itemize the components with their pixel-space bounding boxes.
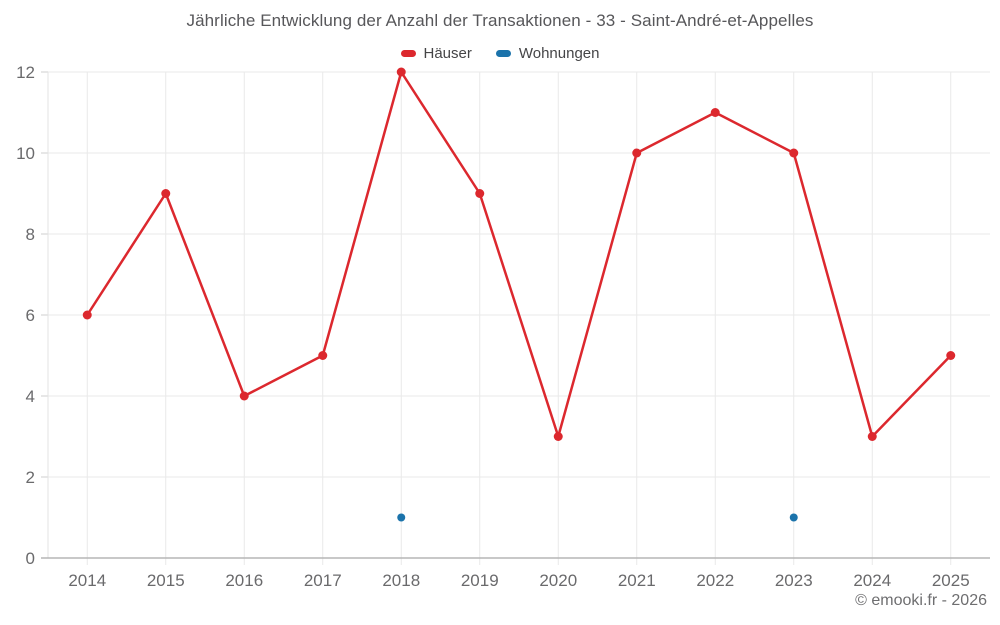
x-axis-label: 2024 <box>853 571 891 590</box>
data-point[interactable] <box>946 351 956 360</box>
data-point[interactable] <box>710 108 720 117</box>
y-axis-label: 4 <box>26 387 35 406</box>
x-axis-label: 2017 <box>304 571 342 590</box>
data-point[interactable] <box>789 513 798 522</box>
legend-label-haeuser: Häuser <box>423 45 472 62</box>
data-point[interactable] <box>632 148 642 158</box>
data-point[interactable] <box>789 148 799 158</box>
x-axis-label: 2020 <box>539 571 577 590</box>
y-axis-label: 8 <box>26 225 35 244</box>
data-point[interactable] <box>475 189 485 198</box>
x-axis-label: 2019 <box>461 571 499 590</box>
data-point[interactable] <box>318 351 328 360</box>
legend-swatch-wohnungen-icon <box>495 50 511 57</box>
y-axis-label: 2 <box>26 468 35 487</box>
x-axis-label: 2021 <box>618 571 656 590</box>
x-axis-label: 2015 <box>147 571 185 590</box>
legend: Häuser Wohnungen <box>0 45 1000 62</box>
data-point[interactable] <box>397 513 406 522</box>
y-axis-label: 12 <box>16 63 35 82</box>
chart-title: Jährliche Entwicklung der Anzahl der Tra… <box>186 11 814 30</box>
x-axis-label: 2022 <box>696 571 734 590</box>
x-axis-label: 2014 <box>68 571 106 590</box>
legend-item-haeuser[interactable]: Häuser <box>400 45 472 62</box>
data-point[interactable] <box>396 67 406 77</box>
y-axis-label: 6 <box>26 306 35 325</box>
x-axis-label: 2018 <box>382 571 420 590</box>
data-point[interactable] <box>867 432 877 441</box>
y-axis-label: 10 <box>16 144 35 163</box>
attribution-text: © emooki.fr - 2026 <box>855 592 987 609</box>
legend-item-wohnungen[interactable]: Wohnungen <box>495 45 600 62</box>
x-axis-label: 2023 <box>775 571 813 590</box>
x-axis-label: 2016 <box>225 571 263 590</box>
y-axis-label: 0 <box>26 549 35 568</box>
legend-swatch-haeuser-icon <box>400 50 416 57</box>
data-point[interactable] <box>239 391 249 401</box>
data-point[interactable] <box>82 310 92 320</box>
legend-label-wohnungen: Wohnungen <box>518 45 600 62</box>
x-axis-label: 2025 <box>932 571 970 590</box>
data-point[interactable] <box>553 432 563 441</box>
data-point[interactable] <box>161 189 171 198</box>
series-line-0 <box>86 70 952 438</box>
